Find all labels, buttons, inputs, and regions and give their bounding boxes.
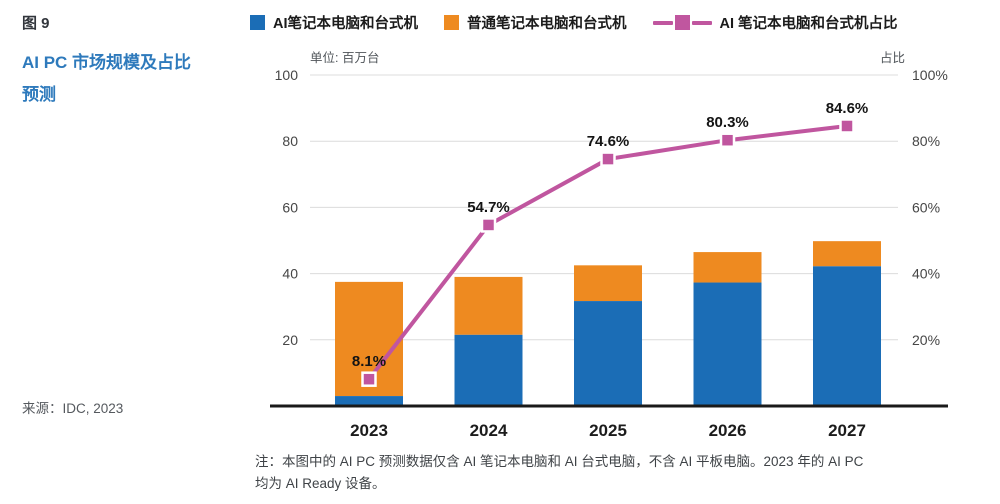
share-value-label: 74.6% — [587, 133, 630, 150]
x-axis-label: 2027 — [828, 421, 866, 440]
x-axis-label: 2025 — [589, 421, 627, 440]
legend-line-right — [691, 20, 712, 25]
bar-segment-ai — [813, 266, 881, 406]
legend-label-ai-share: AI 笔记本电脑和台式机占比 — [719, 16, 898, 32]
legend-marker-square — [674, 15, 690, 30]
x-axis-label: 2024 — [470, 421, 508, 440]
source-text: 来源：IDC, 2023 — [22, 401, 124, 416]
y-axis-tick-left: 80 — [282, 133, 298, 149]
y-axis-tick-right: 100% — [912, 67, 948, 83]
right-axis-unit: 占比 — [879, 51, 905, 65]
share-marker — [600, 151, 616, 167]
bar-segment-regular — [454, 276, 523, 335]
figure-label: 图 9 — [22, 15, 50, 32]
share-marker — [719, 132, 736, 148]
bar-segment-ai — [693, 282, 762, 406]
y-axis-tick-left: 40 — [282, 266, 298, 282]
y-axis-tick-right: 20% — [912, 332, 940, 348]
legend-line-left — [652, 20, 673, 25]
legend-swatch-orange-icon — [444, 15, 459, 30]
footnote-line2: 均为 AI Ready 设备。 — [255, 476, 386, 491]
share-marker — [361, 371, 377, 387]
y-axis-tick-right: 40% — [912, 266, 940, 282]
bar-segment-regular — [813, 241, 881, 267]
figure-title-line1: AI PC 市场规模及占比 — [22, 53, 192, 72]
bar-segment-ai — [454, 334, 523, 406]
bar-segment-regular — [574, 265, 642, 302]
left-axis-unit: 单位: 百万台 — [310, 51, 380, 65]
share-value-label: 8.1% — [352, 353, 386, 370]
y-axis-tick-left: 100 — [275, 67, 299, 83]
share-marker — [480, 217, 497, 233]
bar-segment-regular — [693, 252, 762, 283]
legend-item-ai-share: AI 笔记本电脑和台式机占比 — [652, 12, 898, 33]
bar-segment-ai — [574, 301, 642, 406]
y-axis-tick-right: 80% — [912, 133, 940, 149]
footnote: 注：本图中的 AI PC 预测数据仅含 AI 笔记本电脑和 AI 台式电脑，不含… — [255, 451, 970, 495]
legend-label-ai-pc: AI笔记本电脑和台式机 — [273, 16, 418, 32]
y-axis-tick-left: 20 — [282, 332, 298, 348]
footnote-line1: 注：本图中的 AI PC 预测数据仅含 AI 笔记本电脑和 AI 台式电脑，不含… — [255, 454, 864, 469]
legend-label-regular-pc: 普通笔记本电脑和台式机 — [467, 16, 627, 32]
y-axis-tick-right: 60% — [912, 199, 940, 215]
share-value-label: 84.6% — [826, 100, 869, 117]
x-axis-label: 2026 — [709, 421, 747, 440]
share-value-label: 54.7% — [467, 199, 510, 216]
share-marker — [839, 118, 855, 134]
legend-item-ai-pc: AI笔记本电脑和台式机 — [250, 12, 418, 33]
legend-item-regular-pc: 普通笔记本电脑和台式机 — [444, 12, 627, 33]
share-value-label: 80.3% — [706, 114, 749, 131]
figure-title-line2: 预测 — [22, 85, 56, 104]
chart-legend: AI笔记本电脑和台式机 普通笔记本电脑和台式机 AI 笔记本电脑和台式机占比 — [250, 12, 898, 33]
bar-segment-ai — [335, 396, 403, 406]
x-axis-label: 2023 — [350, 421, 388, 440]
legend-swatch-blue-icon — [250, 15, 265, 30]
legend-line-marker-icon — [652, 15, 712, 30]
y-axis-tick-left: 60 — [282, 199, 298, 215]
